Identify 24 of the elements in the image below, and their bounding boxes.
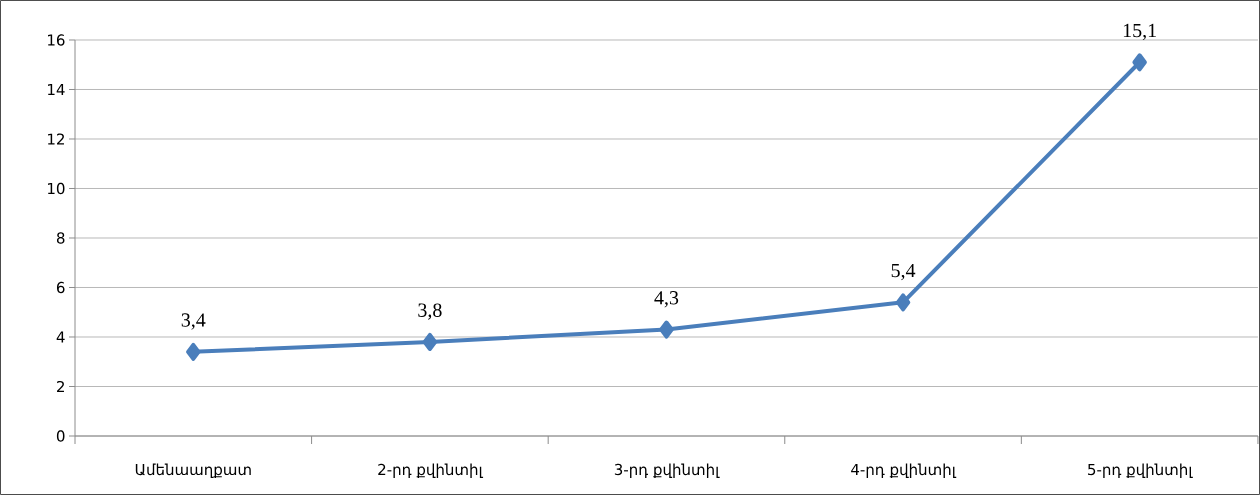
point [422,332,438,351]
y-tick-label: 16 [48,34,65,46]
y-tick-label: 6 [56,281,65,294]
data-label: 3,4 [181,313,206,330]
x-tick-label: 3-րդ քվինտիլ [614,463,720,479]
y-tick-label: 2 [57,380,64,393]
y-tick-label: 10 [48,182,65,195]
y-tick-label: 12 [48,133,64,145]
data-label: 15,1 [1123,23,1156,41]
y-tick-label: 0 [56,430,65,442]
y-tick-label: 8 [56,232,65,244]
y-tick-label: 14 [48,84,65,95]
data-label: 3,8 [418,303,442,320]
point [895,293,911,312]
point [1132,53,1147,72]
x-tick-label: 5-րդ քվինտիլ [1088,463,1193,479]
x-tick-label: Ամենաաղքատ [135,463,251,479]
y-tick-label: 4 [56,331,65,343]
data-label: 5,4 [891,263,916,281]
data-label: 4,3 [654,291,679,308]
point [186,342,201,361]
x-tick-label: 2-րդ քվինտիլ [378,463,484,479]
point [659,320,674,339]
x-tick-label: 4-րդ քվինտիլ [851,463,957,479]
